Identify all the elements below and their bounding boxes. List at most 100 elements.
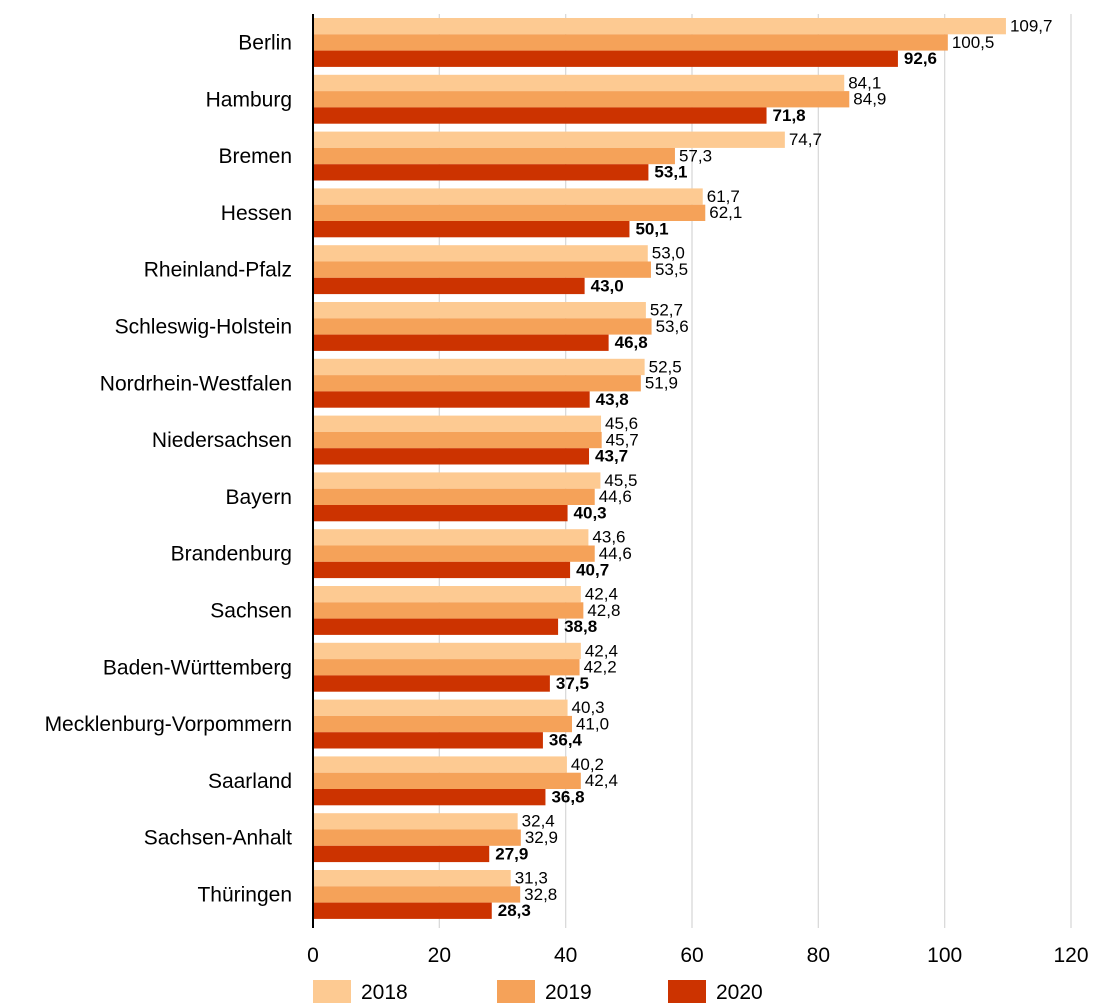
data-label-2018: 52,5 (649, 357, 682, 376)
data-label-2018: 32,4 (522, 812, 555, 831)
x-tick-label: 0 (307, 944, 319, 967)
bar-2020 (313, 391, 590, 408)
bar-2018 (313, 131, 785, 148)
data-label-2018: 40,2 (571, 755, 604, 774)
bar-2018 (313, 813, 518, 830)
data-label-2019: 51,9 (645, 374, 678, 393)
bar-2020 (313, 505, 568, 522)
legend-label-2020: 2020 (716, 981, 763, 1003)
category-label: Berlin (238, 31, 292, 54)
bar-2019 (313, 545, 595, 562)
bar-2020 (313, 618, 559, 635)
legend-swatch-2018 (313, 980, 351, 1003)
category-label: Brandenburg (171, 543, 292, 566)
data-label-2019: 53,6 (656, 317, 689, 336)
data-label-2019: 44,6 (599, 544, 632, 563)
data-label-2019: 32,9 (525, 828, 558, 847)
category-label: Bayern (225, 486, 292, 509)
data-label-2019: 42,8 (587, 601, 620, 620)
data-label-2018: 53,0 (652, 244, 685, 263)
legend-swatch-2020 (668, 980, 706, 1003)
data-label-2018: 52,7 (650, 301, 683, 320)
data-label-2019: 57,3 (679, 146, 712, 165)
bar-2019 (313, 772, 581, 789)
category-label: Bremen (218, 145, 292, 168)
category-label: Rheinland-Pfalz (144, 259, 292, 282)
data-label-2020: 43,8 (596, 390, 629, 409)
data-label-2019: 53,5 (655, 260, 688, 279)
category-label: Thüringen (197, 883, 292, 906)
bar-2019 (313, 375, 641, 392)
category-label: Baden-Württemberg (103, 656, 292, 679)
data-label-2019: 41,0 (576, 714, 609, 733)
data-label-2020: 40,7 (576, 560, 609, 579)
x-tick-label: 120 (1053, 944, 1088, 967)
data-label-2018: 45,6 (605, 414, 638, 433)
x-tick-label: 40 (554, 944, 577, 967)
data-label-2019: 42,4 (585, 771, 618, 790)
data-label-2020: 43,7 (595, 447, 628, 466)
bar-2019 (313, 34, 948, 51)
x-tick-label: 20 (428, 944, 451, 967)
bar-2018 (313, 472, 601, 489)
data-label-2018: 109,7 (1010, 17, 1053, 36)
bar-2019 (313, 602, 584, 619)
bar-2019 (313, 886, 521, 903)
bar-2019 (313, 431, 602, 449)
bar-2020 (313, 675, 550, 692)
category-label: Hamburg (206, 88, 292, 111)
bar-2018 (313, 642, 581, 660)
data-label-2020: 28,3 (498, 901, 531, 920)
data-label-2019: 44,6 (599, 487, 632, 506)
data-label-2018: 31,3 (515, 869, 548, 888)
bar-2018 (313, 188, 703, 205)
bar-2018 (313, 756, 567, 773)
data-label-2019: 100,5 (952, 33, 995, 52)
bar-2018 (313, 358, 645, 376)
data-label-2018: 45,5 (604, 471, 637, 490)
data-label-2019: 84,9 (853, 90, 886, 109)
data-label-2020: 71,8 (773, 106, 806, 125)
bar-2019 (313, 829, 521, 846)
x-tick-label: 60 (680, 944, 703, 967)
bar-2018 (313, 74, 845, 92)
legend-label-2018: 2018 (361, 981, 408, 1003)
bar-2020 (313, 789, 546, 806)
category-label: Mecklenburg-Vorpommern (45, 713, 292, 736)
data-label-2019: 42,2 (584, 658, 617, 677)
bar-2019 (313, 91, 850, 108)
data-label-2020: 40,3 (574, 504, 607, 523)
bar-2019 (313, 204, 706, 221)
bar-2018 (313, 302, 646, 319)
bar-2020 (313, 107, 767, 124)
category-label: Schleswig-Holstein (115, 315, 292, 338)
bar-2020 (313, 845, 490, 863)
data-label-2019: 32,8 (524, 885, 557, 904)
bar-2019 (313, 147, 675, 165)
data-label-2020: 92,6 (904, 49, 937, 68)
data-label-2020: 36,8 (551, 788, 584, 807)
data-label-2018: 74,7 (789, 130, 822, 149)
x-tick-label: 80 (807, 944, 830, 967)
bar-2018 (313, 529, 589, 546)
data-label-2020: 36,4 (549, 731, 583, 750)
data-label-2018: 43,6 (592, 528, 625, 547)
bar-2018 (313, 245, 648, 262)
category-label: Sachsen (210, 599, 292, 622)
x-tick-label: 100 (927, 944, 962, 967)
bar-2019 (313, 715, 572, 733)
data-label-2019: 62,1 (709, 203, 742, 222)
data-label-2020: 53,1 (654, 163, 687, 182)
data-label-2020: 37,5 (556, 674, 589, 693)
bar-2020 (313, 334, 609, 351)
bar-2020 (313, 277, 585, 295)
data-label-2020: 43,0 (591, 276, 624, 295)
category-label: Niedersachsen (152, 429, 292, 452)
bar-2019 (313, 488, 595, 505)
bar-2018 (313, 699, 568, 716)
bar-2020 (313, 902, 492, 919)
data-label-2020: 50,1 (635, 220, 668, 239)
bar-2020 (313, 448, 590, 465)
bar-2018 (313, 415, 602, 432)
